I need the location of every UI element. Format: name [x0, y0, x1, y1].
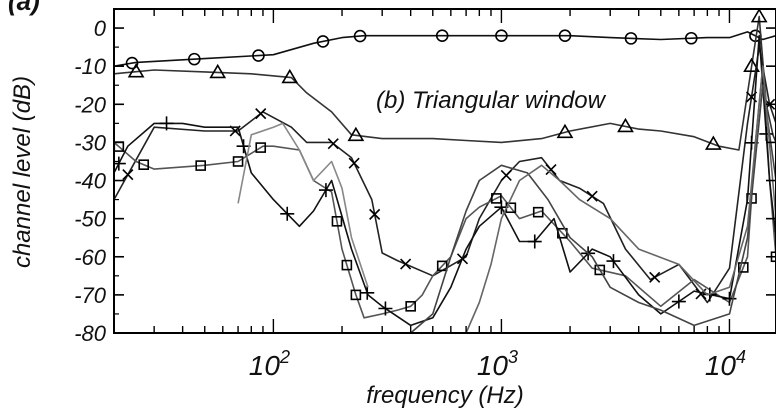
data-marker-square [350, 289, 362, 301]
data-marker-square [232, 156, 244, 167]
data-marker-circle [435, 29, 449, 42]
x-axis: 102 103 104 [113, 9, 746, 381]
series-line-unmarked-5 [410, 84, 776, 333]
data-marker-triangle [556, 123, 574, 139]
data-marker-circle [684, 31, 698, 45]
plot-frame [113, 8, 776, 334]
y-tick-label: -50 [74, 207, 107, 232]
data-marker-cross [255, 108, 267, 120]
y-tick-label: -60 [74, 245, 107, 270]
data-marker-square [594, 264, 606, 276]
data-marker-square [532, 206, 544, 218]
data-marker-triangle [704, 135, 722, 150]
y-tick-label: 0 [94, 16, 107, 41]
data-marker-circle [316, 35, 330, 48]
y-tick-label: -40 [74, 169, 107, 194]
data-marker-cross [649, 271, 661, 283]
panel-label: (a) [8, 0, 40, 16]
data-marker-square [255, 142, 267, 153]
data-marker-plus [671, 294, 686, 309]
data-marker-square [195, 160, 207, 171]
series-line-cross [114, 46, 776, 304]
chart-annotation: (b) Triangular window [376, 87, 607, 114]
data-marker-plus [606, 254, 621, 269]
data-marker-plus [527, 234, 542, 249]
x-axis-label: frequency (Hz) [366, 382, 523, 409]
data-marker-plus [722, 291, 737, 306]
series-line-plus [114, 34, 776, 327]
data-marker-triangle [281, 68, 299, 84]
data-marker-triangle [127, 63, 145, 78]
data-marker-triangle [617, 117, 634, 133]
data-marker-square [436, 260, 448, 272]
data-marker-cross [545, 164, 557, 176]
data-marker-square [491, 193, 502, 204]
y-tick-label: -10 [74, 54, 107, 79]
series-line-square [114, 65, 776, 319]
data-marker-circle [252, 49, 265, 62]
data-marker-cross [327, 138, 339, 150]
data-marker-circle [624, 32, 638, 45]
data-marker-plus [318, 183, 333, 198]
data-marker-plus [759, 126, 774, 141]
data-marker-plus [280, 206, 295, 221]
data-marker-triangle [347, 126, 365, 142]
data-marker-square [737, 262, 749, 273]
data-marker-square [138, 159, 150, 170]
data-marker-cross [122, 169, 134, 181]
series-line-unmarked-7 [237, 122, 369, 288]
data-marker-triangle [743, 57, 760, 72]
data-marker-cross [369, 208, 381, 220]
data-marker-plus [236, 139, 251, 154]
data-marker-triangle [750, 9, 768, 23]
y-tick-label: -70 [74, 283, 107, 308]
data-marker-square [331, 216, 343, 227]
y-tick-label: -80 [74, 321, 107, 346]
data-marker-plus [159, 116, 174, 131]
series-line-circle [114, 31, 776, 67]
y-tick-label: -20 [74, 92, 107, 117]
x-tick-label: 102 [249, 347, 290, 381]
y-axis-label: channel level (dB) [9, 76, 36, 268]
data-marker-cross [586, 190, 598, 202]
data-marker-plus [378, 301, 393, 316]
y-tick-label: -30 [74, 130, 107, 155]
data-marker-circle [495, 29, 508, 42]
data-marker-circle [353, 29, 367, 43]
series-line-unmarked-6 [465, 65, 776, 333]
data-marker-cross [400, 258, 412, 270]
y-axis: 0 -10 -20 -30 -40 -50 -60 -70 -80 [74, 8, 776, 346]
data-marker-circle [125, 56, 139, 70]
x-tick-label: 103 [477, 347, 518, 381]
series-line-triangle [114, 15, 776, 151]
data-marker-triangle [209, 63, 227, 79]
x-tick-label: 104 [705, 347, 746, 381]
data-marker-circle [188, 52, 201, 66]
data-marker-plus [360, 285, 375, 300]
data-marker-circle [558, 29, 572, 42]
data-marker-square [405, 301, 416, 312]
data-marker-square [341, 259, 353, 271]
data-marker-cross [500, 169, 512, 181]
data-marker-cross [348, 157, 360, 169]
